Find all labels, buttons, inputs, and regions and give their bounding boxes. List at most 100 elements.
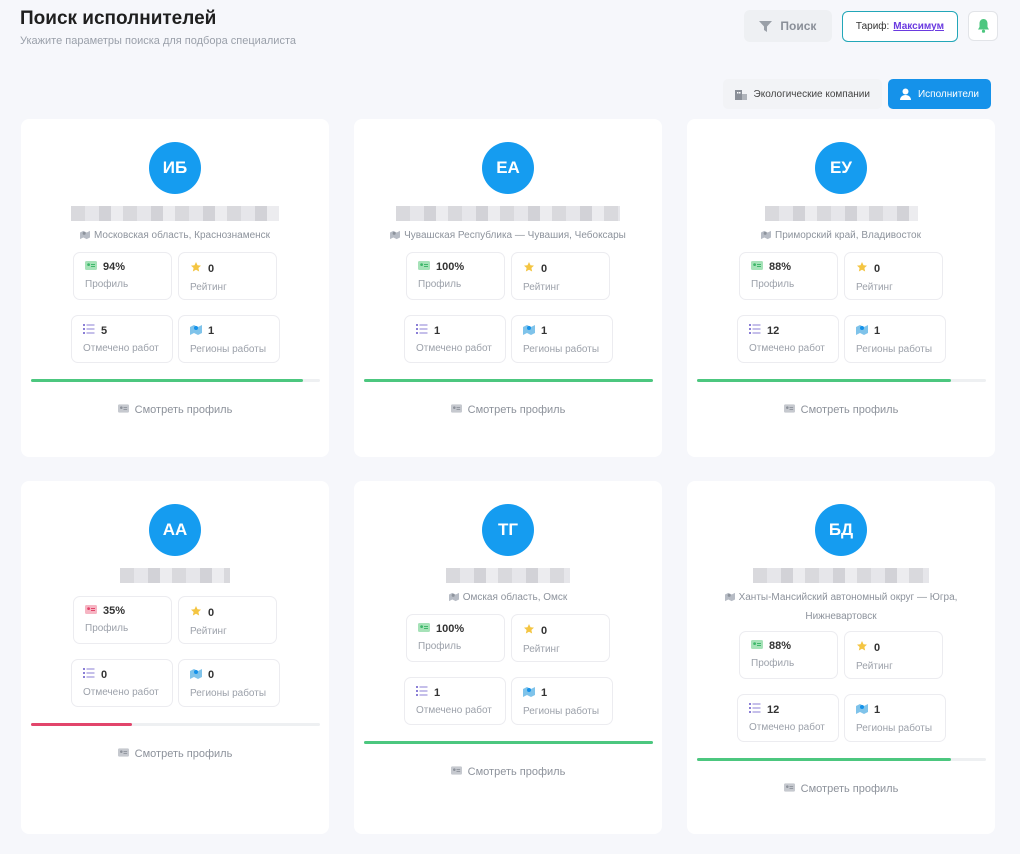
stat-regions: 1 Регионы работы (511, 677, 613, 725)
id-card-icon (117, 748, 129, 760)
view-profile-label: Смотреть профиль (467, 766, 566, 778)
checklist-icon (83, 668, 95, 681)
checklist-icon (416, 686, 428, 699)
stat-label: Рейтинг (523, 282, 560, 293)
profile-card-icon (85, 261, 97, 273)
stat-value: 12 (767, 703, 780, 716)
stat-profile: 88% Профиль (739, 252, 838, 300)
location-text: Чувашская Республика — Чувашия, Чебоксар… (404, 230, 626, 241)
view-profile-link[interactable]: Смотреть профиль (21, 404, 329, 416)
stat-label: Профиль (418, 279, 462, 290)
map-pin-icon (390, 229, 401, 246)
id-card-icon (450, 404, 462, 416)
stat-label: Отмечено работ (83, 687, 159, 698)
checklist-icon (416, 324, 428, 337)
stat-value: 1 (434, 686, 441, 699)
map-pin-icon (724, 591, 735, 608)
view-profile-link[interactable]: Смотреть профиль (687, 404, 995, 416)
stat-label: Рейтинг (190, 282, 227, 293)
stat-rating: 0 Рейтинг (178, 252, 277, 300)
stat-works: 0 Отмечено работ (71, 659, 173, 707)
star-icon (856, 640, 868, 655)
location-text: Ханты-Мансийский автономный округ — Югра… (738, 592, 958, 622)
notifications-button[interactable] (968, 11, 998, 41)
stat-value: 1 (208, 325, 215, 337)
avatar: БД (815, 504, 867, 556)
location-text: Приморский край, Владивосток (775, 230, 921, 241)
stat-value: 1 (874, 325, 881, 337)
search-button[interactable]: Поиск (743, 10, 832, 42)
stat-rating: 0 Рейтинг (511, 252, 610, 300)
profile-card-icon (751, 640, 763, 652)
map-icon (523, 324, 535, 338)
performer-card: ЕА Чувашская Республика — Чувашия, Чебокс… (354, 119, 662, 457)
stat-value: 0 (541, 624, 548, 637)
performer-location: Чувашская Республика — Чувашия, Чебоксар… (374, 227, 642, 246)
view-profile-link[interactable]: Смотреть профиль (687, 783, 995, 795)
stat-profile: 94% Профиль (73, 252, 172, 300)
stat-label: Регионы работы (190, 688, 267, 699)
star-icon (856, 261, 868, 276)
performer-name-redacted (764, 206, 918, 221)
id-card-icon (783, 404, 795, 416)
avatar: ТГ (482, 504, 534, 556)
profile-progress-fill (31, 723, 133, 726)
stat-rating: 0 Рейтинг (844, 252, 943, 300)
performers-label: Исполнители (917, 88, 979, 100)
stat-value: 100% (436, 623, 465, 635)
stat-profile: 35% Профиль (73, 596, 172, 644)
performer-card: ИБ Московская область, Краснознаменск 94% П… (21, 119, 329, 457)
stat-value: 0 (208, 606, 215, 619)
performer-card: БД Ханты-Мансийский автономный округ — Юг… (687, 481, 995, 834)
stat-works: 12 Отмечено работ (737, 694, 839, 742)
stat-label: Профиль (751, 658, 795, 669)
checklist-icon (83, 324, 95, 337)
profile-progress-bar (31, 379, 320, 382)
view-profile-link[interactable]: Смотреть профиль (354, 404, 662, 416)
stat-value: 1 (434, 324, 441, 337)
filter-icon (759, 20, 773, 32)
star-icon (190, 605, 202, 620)
profile-progress-fill (31, 379, 303, 382)
stat-value: 100% (436, 261, 465, 273)
id-card-icon (450, 766, 462, 778)
stat-regions: 1 Регионы работы (844, 315, 946, 363)
stat-label: Регионы работы (523, 344, 600, 355)
map-icon (190, 324, 202, 338)
stat-label: Регионы работы (856, 344, 933, 355)
eco-companies-tab[interactable]: Экологические компании (722, 79, 882, 109)
stat-works: 1 Отмечено работ (404, 677, 506, 725)
profile-card-icon (418, 623, 430, 635)
performer-card: ЕУ Приморский край, Владивосток 88% Профиль… (687, 119, 995, 457)
profile-card-icon (418, 261, 430, 273)
tariff-label: Тариф: (855, 20, 890, 32)
star-icon (190, 261, 202, 276)
performers-tab[interactable]: Исполнители (887, 79, 991, 109)
stat-label: Рейтинг (856, 282, 893, 293)
profile-progress-fill (364, 741, 653, 744)
view-profile-link[interactable]: Смотреть профиль (21, 748, 329, 760)
avatar: ЕА (482, 142, 534, 194)
view-profile-label: Смотреть профиль (467, 404, 566, 416)
map-pin-icon (761, 229, 772, 246)
stat-label: Профиль (85, 279, 129, 290)
stat-value: 0 (208, 669, 215, 681)
performer-name-redacted (753, 568, 929, 583)
tariff-link[interactable]: Максимум (893, 20, 944, 32)
checklist-icon (749, 324, 761, 337)
stat-value: 12 (767, 324, 780, 337)
search-button-label: Поиск (780, 19, 817, 33)
stat-profile: 88% Профиль (739, 631, 838, 679)
stat-value: 0 (874, 641, 881, 654)
map-icon (190, 668, 202, 682)
map-pin-icon (448, 591, 459, 608)
view-profile-label: Смотреть профиль (134, 404, 233, 416)
view-profile-label: Смотреть профиль (800, 783, 899, 795)
performer-name-redacted (71, 206, 279, 221)
avatar: ЕУ (815, 142, 867, 194)
performer-name-redacted (396, 206, 620, 221)
view-profile-link[interactable]: Смотреть профиль (354, 766, 662, 778)
stat-works: 1 Отмечено работ (404, 315, 506, 363)
stat-value: 1 (541, 687, 548, 699)
stat-label: Отмечено работ (416, 343, 492, 354)
